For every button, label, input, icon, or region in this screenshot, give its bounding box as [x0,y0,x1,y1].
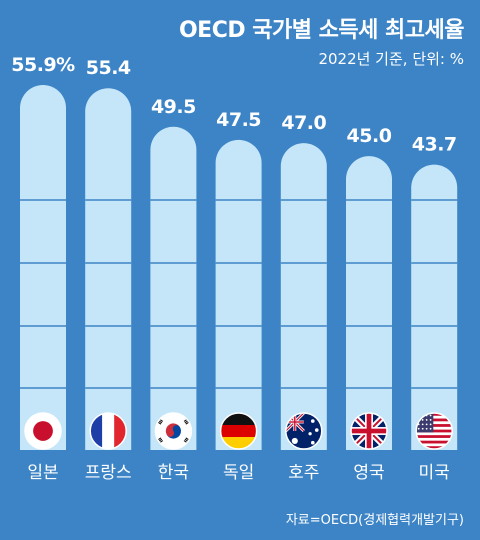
bar-value-label: 43.7 [412,134,457,156]
bar-value-label: 45.0 [347,125,392,147]
bar [346,156,392,450]
japan-flag-icon [24,412,62,450]
bar [215,139,262,450]
bar [150,126,197,450]
bar-group: 47.5 독일 [215,109,262,483]
bar-value-label: 47.0 [281,112,326,134]
category-label: 영국 [353,463,384,483]
bar-value-label: 47.5 [216,109,261,131]
bar [85,88,132,450]
category-label: 일본 [27,463,58,483]
category-label: 한국 [158,463,189,483]
chart-title: OECD 국가별 소득세 최고세율 [178,18,465,43]
bar-group: 55.4 프랑스 [85,57,132,483]
usa-flag-icon [415,412,453,450]
bar [20,84,66,450]
bar-group: 43.7 미국 [411,134,458,483]
bar [411,164,458,450]
category-label: 프랑스 [85,463,132,483]
bar-group: 49.5 한국 [150,96,197,483]
korea-flag-icon [154,412,193,450]
bar-group: 47.0 호주 [280,112,327,483]
bar-group: 55.9% 일본 [11,54,75,483]
bar-group: 45.0 영국 [346,125,392,483]
bar-value-label: 55.4 [86,57,131,79]
category-label: 독일 [223,463,254,483]
category-label: 미국 [419,463,450,483]
germany-flag-icon [219,412,258,450]
bar [280,143,327,450]
category-label: 호주 [288,463,319,483]
source-note: 자료=OECD(경제협력개발기구) [285,513,464,528]
chart-subtitle: 2022년 기준, 단위: % [318,50,464,68]
uk-flag-icon [350,412,388,450]
bar-value-label: 49.5 [151,96,196,118]
bar-value-label: 55.9% [11,54,75,76]
france-flag-icon [89,412,127,450]
australia-flag-icon [285,412,323,450]
